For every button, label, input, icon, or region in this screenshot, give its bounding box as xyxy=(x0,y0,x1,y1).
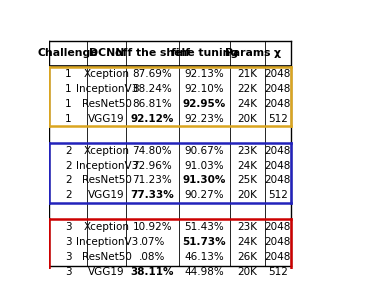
Text: 46.13%: 46.13% xyxy=(184,252,224,262)
Text: 92.13%: 92.13% xyxy=(184,69,224,79)
Text: Xception: Xception xyxy=(83,146,129,156)
Text: 1: 1 xyxy=(65,99,71,109)
Text: 2048: 2048 xyxy=(264,237,291,247)
Text: 2: 2 xyxy=(65,161,71,171)
Text: 51.73%: 51.73% xyxy=(183,237,226,247)
Text: 2048: 2048 xyxy=(264,175,291,185)
Text: 512: 512 xyxy=(268,190,288,200)
Text: 23K: 23K xyxy=(238,146,257,156)
Text: 512: 512 xyxy=(268,267,288,277)
Text: 2: 2 xyxy=(65,146,71,156)
Text: ResNet50: ResNet50 xyxy=(82,252,131,262)
Text: 2048: 2048 xyxy=(264,161,291,171)
Text: 3: 3 xyxy=(65,267,71,277)
Text: 91.03%: 91.03% xyxy=(184,161,224,171)
Text: VGG19: VGG19 xyxy=(88,267,125,277)
Text: 74.80%: 74.80% xyxy=(133,146,172,156)
Text: off the shelf: off the shelf xyxy=(115,48,190,59)
Text: 2048: 2048 xyxy=(264,84,291,94)
Text: 38.11%: 38.11% xyxy=(131,267,174,277)
Text: 3: 3 xyxy=(65,237,71,247)
Text: .08%: .08% xyxy=(139,252,165,262)
Text: 23K: 23K xyxy=(238,222,257,232)
Text: 20K: 20K xyxy=(238,267,257,277)
Text: Xception: Xception xyxy=(83,222,129,232)
Text: 2: 2 xyxy=(65,175,71,185)
Text: χ: χ xyxy=(274,48,281,59)
Text: 90.67%: 90.67% xyxy=(184,146,224,156)
Text: VGG19: VGG19 xyxy=(88,190,125,200)
Text: 87.69%: 87.69% xyxy=(132,69,172,79)
Text: 92.12%: 92.12% xyxy=(131,114,174,124)
Text: Xception: Xception xyxy=(83,69,129,79)
Text: InceptionV3: InceptionV3 xyxy=(76,161,138,171)
Text: 88.24%: 88.24% xyxy=(132,84,172,94)
Text: 1: 1 xyxy=(65,69,71,79)
Text: VGG19: VGG19 xyxy=(88,114,125,124)
Text: fine tuning: fine tuning xyxy=(171,48,238,59)
Text: 92.95%: 92.95% xyxy=(183,99,226,109)
Text: 1: 1 xyxy=(65,84,71,94)
Text: 10.92%: 10.92% xyxy=(133,222,172,232)
Text: .07%: .07% xyxy=(139,237,165,247)
Text: 2048: 2048 xyxy=(264,146,291,156)
Text: 71.23%: 71.23% xyxy=(132,175,172,185)
Text: ResNet50: ResNet50 xyxy=(82,175,131,185)
Text: 86.81%: 86.81% xyxy=(132,99,172,109)
Text: 51.43%: 51.43% xyxy=(184,222,224,232)
Text: 44.98%: 44.98% xyxy=(184,267,224,277)
Text: 25K: 25K xyxy=(238,175,257,185)
Text: 22K: 22K xyxy=(238,84,257,94)
Text: 1: 1 xyxy=(65,114,71,124)
Text: ResNet50: ResNet50 xyxy=(82,99,131,109)
Text: 2048: 2048 xyxy=(264,222,291,232)
Text: 21K: 21K xyxy=(238,69,257,79)
Text: 3: 3 xyxy=(65,252,71,262)
Text: 91.30%: 91.30% xyxy=(183,175,226,185)
Text: 24K: 24K xyxy=(238,99,257,109)
Text: Params: Params xyxy=(225,48,270,59)
Text: 90.27%: 90.27% xyxy=(184,190,224,200)
Text: 26K: 26K xyxy=(238,252,257,262)
Text: InceptionV3: InceptionV3 xyxy=(76,84,138,94)
Text: 92.23%: 92.23% xyxy=(184,114,224,124)
Text: 20K: 20K xyxy=(238,190,257,200)
Text: Challenge: Challenge xyxy=(38,48,99,59)
Text: 2048: 2048 xyxy=(264,99,291,109)
Text: 2: 2 xyxy=(65,190,71,200)
Text: 2048: 2048 xyxy=(264,252,291,262)
Text: 3: 3 xyxy=(65,222,71,232)
Text: 2048: 2048 xyxy=(264,69,291,79)
Text: DCNN: DCNN xyxy=(89,48,124,59)
Text: 92.10%: 92.10% xyxy=(184,84,224,94)
Text: 24K: 24K xyxy=(238,161,257,171)
Text: 77.33%: 77.33% xyxy=(130,190,174,200)
Text: InceptionV3: InceptionV3 xyxy=(76,237,138,247)
Text: 24K: 24K xyxy=(238,237,257,247)
Text: 72.96%: 72.96% xyxy=(132,161,172,171)
Text: 512: 512 xyxy=(268,114,288,124)
Text: 20K: 20K xyxy=(238,114,257,124)
